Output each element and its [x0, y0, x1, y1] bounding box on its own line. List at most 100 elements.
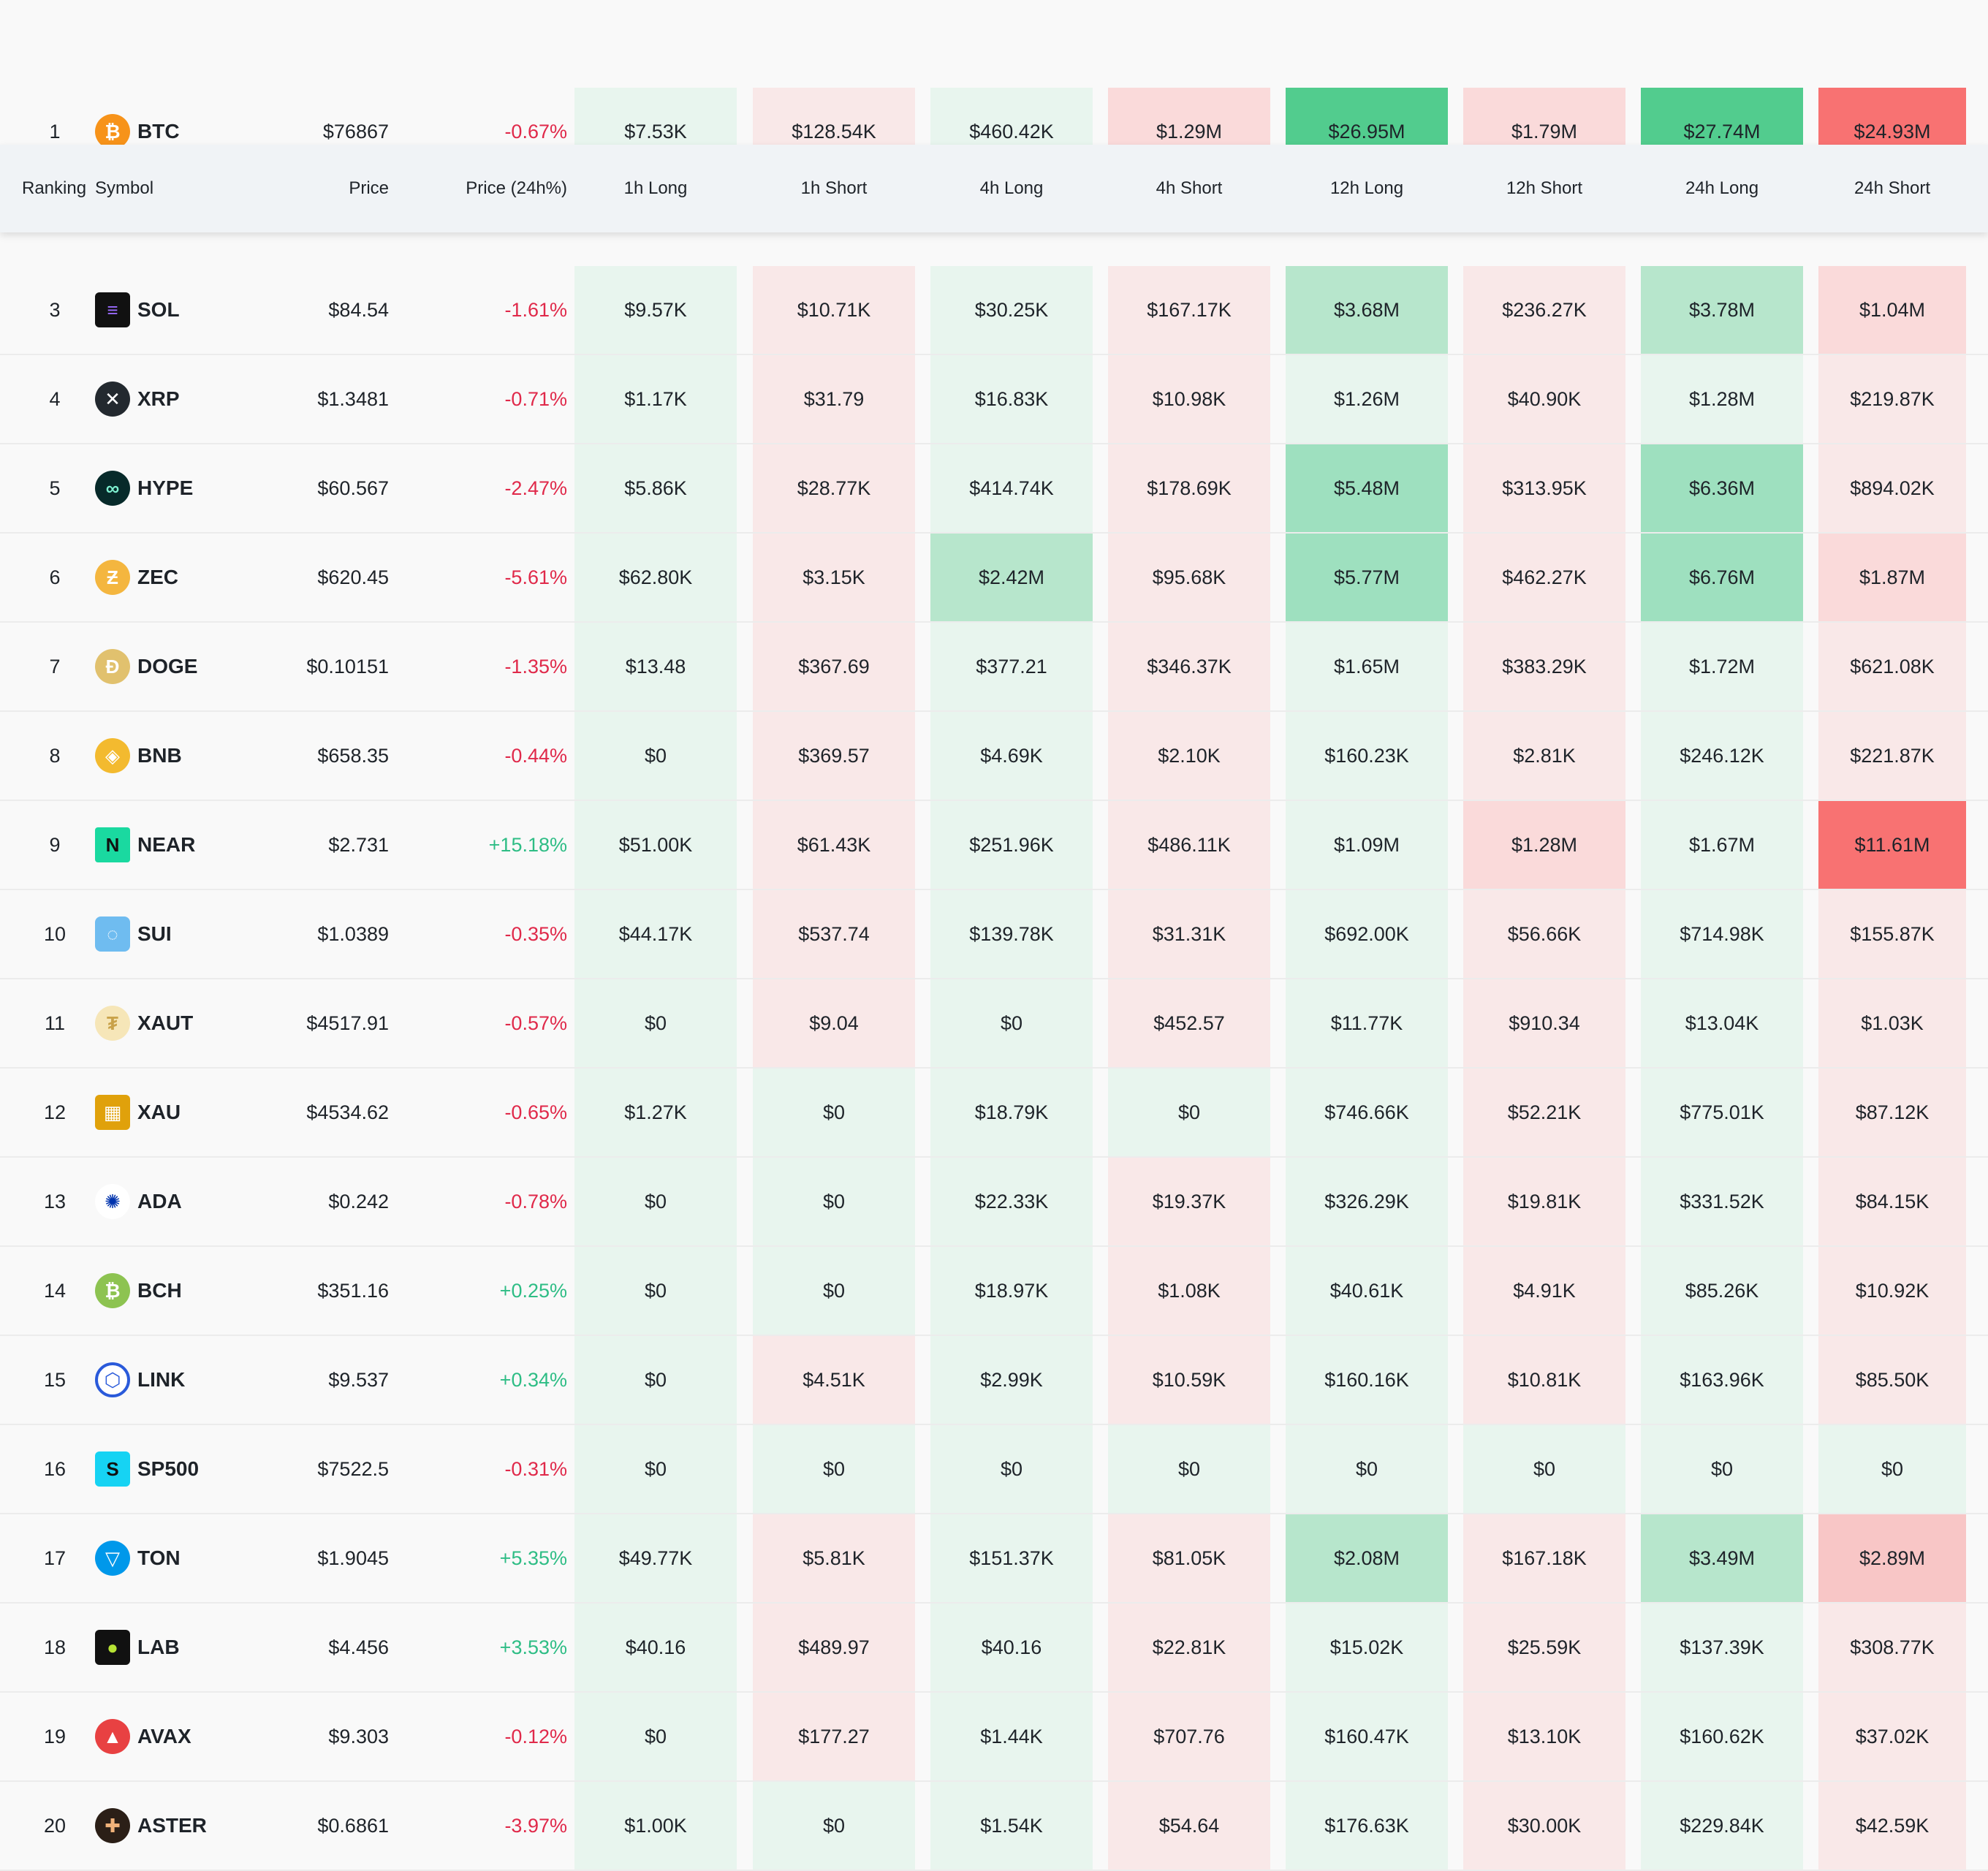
liq-1h-short-cell: $28.77K — [753, 444, 915, 532]
liq-4h-short-cell: $10.59K — [1108, 1336, 1270, 1424]
symbol-cell[interactable]: ₮ XAUT — [95, 979, 278, 1067]
header-12h-long[interactable]: 12h Long — [1329, 178, 1404, 198]
liq-4h-short-cell: $10.98K — [1108, 355, 1270, 443]
symbol-cell[interactable]: ₿ BCH — [95, 1247, 278, 1335]
table-row[interactable]: 12 ▦ XAU $4534.62 -0.65% $1.27K $0 $18.79K $0 $74… — [0, 1069, 1988, 1158]
table-row[interactable]: 14 ₿ BCH $351.16 +0.25% $0 $0 $18.97K $1.08K $40.… — [0, 1247, 1988, 1336]
price-change-cell: -0.31% — [504, 1457, 567, 1480]
symbol-cell[interactable]: ≡ SOL — [95, 266, 278, 354]
symbol-cell[interactable]: ✕ XRP — [95, 355, 278, 443]
liq-12h-short-cell: $313.95K — [1463, 444, 1625, 532]
liq-4h-long-cell: $30.25K — [930, 266, 1093, 354]
table-row[interactable]: 4 ✕ XRP $1.3481 -0.71% $1.17K $31.79 $16.83K $10… — [0, 355, 1988, 444]
liq-4h-long-cell: $1.54K — [930, 1782, 1093, 1870]
liq-12h-short-cell: $40.90K — [1463, 355, 1625, 443]
rank-cell: 18 — [43, 1636, 67, 1658]
symbol-cell[interactable]: ∞ HYPE — [95, 444, 278, 532]
liq-12h-short-cell: $0 — [1463, 1425, 1625, 1513]
price-change-cell: -0.44% — [504, 744, 567, 767]
table-row[interactable]: 11 ₮ XAUT $4517.91 -0.57% $0 $9.04 $0 $452.57 $11… — [0, 979, 1988, 1069]
table-row[interactable]: 16 S SP500 $7522.5 -0.31% $0 $0 $0 $0 $0 $0 $0 $0 — [0, 1425, 1988, 1514]
liq-12h-short-cell: $910.34 — [1463, 979, 1625, 1067]
price-cell: $4.456 — [328, 1636, 389, 1658]
liq-24h-long-cell: $3.78M — [1641, 266, 1803, 354]
price-change-cell: -5.61% — [504, 566, 567, 588]
symbol-cell[interactable]: Ƶ ZEC — [95, 534, 278, 621]
liq-12h-long-cell: $15.02K — [1286, 1604, 1448, 1691]
price-cell: $620.45 — [317, 566, 389, 588]
symbol-cell[interactable]: N NEAR — [95, 801, 278, 889]
table-row[interactable]: 9 N NEAR $2.731 +15.18% $51.00K $61.43K $251.96… — [0, 801, 1988, 890]
table-row[interactable]: 6 Ƶ ZEC $620.45 -5.61% $62.80K $3.15K $2.42M $95… — [0, 534, 1988, 623]
liq-24h-long-cell: $13.04K — [1641, 979, 1803, 1067]
symbol-cell[interactable]: ▦ XAU — [95, 1069, 278, 1156]
header-1h-short[interactable]: 1h Short — [800, 178, 868, 198]
header-ranking[interactable]: Ranking — [22, 178, 87, 198]
table-row[interactable]: 13 ✺ ADA $0.242 -0.78% $0 $0 $22.33K $19.37K $326… — [0, 1158, 1988, 1247]
liq-12h-long-cell: $1.65M — [1286, 623, 1448, 710]
liq-4h-long-cell: $414.74K — [930, 444, 1093, 532]
liq-24h-long-cell: $85.26K — [1641, 1247, 1803, 1335]
liq-24h-short-cell: $85.50K — [1818, 1336, 1966, 1424]
header-4h-long[interactable]: 4h Long — [979, 178, 1044, 198]
header-price-change[interactable]: Price (24h%) — [466, 178, 567, 198]
header-4h-short[interactable]: 4h Short — [1156, 178, 1223, 198]
liq-4h-short-cell: $1.08K — [1108, 1247, 1270, 1335]
symbol-cell[interactable]: Ð DOGE — [95, 623, 278, 710]
table-row[interactable]: 19 ▲ AVAX $9.303 -0.12% $0 $177.27 $1.44K $707.7… — [0, 1693, 1988, 1782]
symbol-cell[interactable]: ▲ AVAX — [95, 1693, 278, 1780]
liq-1h-short-cell: $0 — [753, 1782, 915, 1870]
symbol-label: SP500 — [137, 1457, 200, 1480]
liq-4h-long-cell: $18.97K — [930, 1247, 1093, 1335]
table-row[interactable]: 10 ◌ SUI $1.0389 -0.35% $44.17K $537.74 $139.78… — [0, 890, 1988, 979]
symbol-cell[interactable]: ⬡ LINK — [95, 1336, 278, 1424]
symbol-cell[interactable]: ✺ ADA — [95, 1158, 278, 1245]
table-row[interactable]: 17 ▽ TON $1.9045 +5.35% $49.77K $5.81K $151.37K… — [0, 1514, 1988, 1604]
price-change-cell: +5.35% — [499, 1546, 567, 1569]
symbol-label: LINK — [137, 1368, 186, 1391]
liq-1h-long-cell: $0 — [574, 979, 737, 1067]
symbol-cell[interactable]: ◈ BNB — [95, 712, 278, 800]
liq-1h-long-cell: $1.00K — [574, 1782, 737, 1870]
table-row[interactable]: 8 ◈ BNB $658.35 -0.44% $0 $369.57 $4.69K $2.10K $… — [0, 712, 1988, 801]
rank-cell: 8 — [49, 744, 61, 767]
liq-24h-long-cell: $246.12K — [1641, 712, 1803, 800]
symbol-cell[interactable]: ● LAB — [95, 1604, 278, 1691]
liq-24h-short-cell: $621.08K — [1818, 623, 1966, 710]
symbol-label: SUI — [137, 922, 172, 945]
table-row[interactable]: 3 ≡ SOL $84.54 -1.61% $9.57K $10.71K $30.25K $16… — [0, 266, 1988, 355]
header-price[interactable]: Price — [349, 178, 389, 198]
symbol-cell[interactable]: ✚ ASTER — [95, 1782, 278, 1870]
symbol-label: AVAX — [137, 1725, 191, 1747]
liq-24h-long-cell: $1.28M — [1641, 355, 1803, 443]
rank-cell: 19 — [43, 1725, 67, 1747]
liq-24h-short-cell: $308.77K — [1818, 1604, 1966, 1691]
symbol-cell[interactable]: ▽ TON — [95, 1514, 278, 1602]
liq-12h-long-cell: $1.26M — [1286, 355, 1448, 443]
header-24h-short[interactable]: 24h Short — [1854, 178, 1931, 198]
table-row[interactable]: 18 ● LAB $4.456 +3.53% $40.16 $489.97 $40.16 $22… — [0, 1604, 1988, 1693]
table-row[interactable]: 7 Ð DOGE $0.10151 -1.35% $13.48 $367.69 $377.21… — [0, 623, 1988, 712]
price-change-cell: +15.18% — [488, 833, 567, 856]
liq-24h-short-cell: $0 — [1818, 1425, 1966, 1513]
liq-1h-short-cell: $177.27 — [753, 1693, 915, 1780]
symbol-cell[interactable]: ₿ BTC — [95, 88, 278, 175]
price-change-cell: -0.57% — [504, 1012, 567, 1034]
price-cell: $0.6861 — [317, 1814, 389, 1837]
table-row[interactable]: 5 ∞ HYPE $60.567 -2.47% $5.86K $28.77K $414.74K… — [0, 444, 1988, 534]
header-symbol[interactable]: Symbol — [95, 178, 154, 198]
liq-12h-long-cell: $5.77M — [1286, 534, 1448, 621]
header-12h-short[interactable]: 12h Short — [1506, 178, 1583, 198]
symbol-cell[interactable]: ◌ SUI — [95, 890, 278, 978]
hype-icon: ∞ — [95, 471, 130, 506]
price-change-cell: -0.65% — [504, 1101, 567, 1123]
table-row[interactable]: 15 ⬡ LINK $9.537 +0.34% $0 $4.51K $2.99K $10.59K… — [0, 1336, 1988, 1425]
header-1h-long[interactable]: 1h Long — [623, 178, 688, 198]
xrp-icon: ✕ — [95, 382, 130, 417]
symbol-label: ASTER — [137, 1814, 207, 1837]
symbol-label: XRP — [137, 387, 180, 410]
symbol-cell[interactable]: S SP500 — [95, 1425, 278, 1513]
liq-24h-long-cell: $3.49M — [1641, 1514, 1803, 1602]
table-row[interactable]: 20 ✚ ASTER $0.6861 -3.97% $1.00K $0 $1.54K $54.6… — [0, 1782, 1988, 1871]
header-24h-long[interactable]: 24h Long — [1685, 178, 1759, 198]
